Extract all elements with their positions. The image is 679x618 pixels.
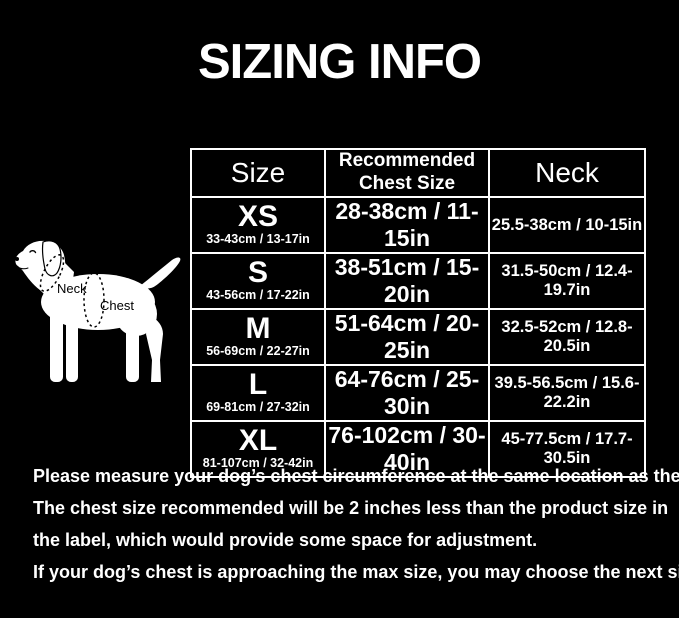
table-row-xl: XL 81-107cm / 32-42in 76-102cm / 30-40in… (190, 420, 646, 478)
page-title: SIZING INFO (198, 35, 482, 89)
table-row-m: M 56-69cm / 22-27in 51-64cm / 20-25in 32… (190, 308, 646, 366)
chest-cell: 51-64cm / 20-25in (324, 308, 490, 366)
note-line-3: the label, which would provide some spac… (33, 530, 538, 550)
chest-cell: 28-38cm / 11-15in (324, 196, 490, 254)
size-cell: XS 33-43cm / 13-17in (190, 196, 326, 254)
size-cell: S 43-56cm / 17-22in (190, 252, 326, 310)
note-line-1: Please measure your dog’s chest circumfe… (33, 466, 679, 486)
size-label: M (245, 312, 271, 346)
size-label: L (248, 368, 268, 402)
neck-cell: 32.5-52cm / 12.8-20.5in (488, 308, 646, 366)
size-sublabel: 56-69cm / 22-27in (206, 343, 310, 358)
size-label: S (247, 256, 268, 290)
header-neck: Neck (488, 148, 646, 198)
size-label: XL (238, 424, 278, 458)
size-sublabel: 33-43cm / 13-17in (206, 231, 310, 246)
dog-measurement-diagram: Neck Chest (0, 230, 190, 390)
header-chest-line1: Recommended (338, 150, 476, 172)
table-row-l: L 69-81cm / 27-32in 64-76cm / 25-30in 39… (190, 364, 646, 422)
size-cell: M 56-69cm / 22-27in (190, 308, 326, 366)
size-cell: XL 81-107cm / 32-42in (190, 420, 326, 478)
size-sublabel: 69-81cm / 27-32in (206, 399, 310, 414)
chest-cell: 64-76cm / 25-30in (324, 364, 490, 422)
table-row-s: S 43-56cm / 17-22in 38-51cm / 15-20in 31… (190, 252, 646, 310)
header-chest-line2: Chest Size (358, 173, 456, 194)
table-row-xs: XS 33-43cm / 13-17in 28-38cm / 11-15in 2… (190, 196, 646, 254)
dog-icon: Neck Chest (15, 240, 181, 382)
header-chest: Recommended Chest Size (324, 148, 490, 198)
measurement-notes: Please measure your dog’s chest circumfe… (33, 460, 679, 588)
note-line-4: If your dog’s chest is approaching the m… (33, 562, 679, 582)
note-line-2: The chest size recommended will be 2 inc… (33, 498, 669, 518)
neck-cell: 45-77.5cm / 17.7-30.5in (488, 420, 646, 478)
sizing-table: Size Recommended Chest Size Neck XS 33-4… (190, 148, 646, 478)
chest-line-label: Chest (100, 298, 134, 313)
size-sublabel: 81-107cm / 32-42in (202, 455, 314, 470)
size-sublabel: 43-56cm / 17-22in (206, 287, 310, 302)
table-header-row: Size Recommended Chest Size Neck (190, 148, 646, 198)
chest-cell: 38-51cm / 15-20in (324, 252, 490, 310)
header-size: Size (190, 148, 326, 198)
size-label: XS (237, 200, 279, 234)
neck-cell: 31.5-50cm / 12.4-19.7in (488, 252, 646, 310)
chest-cell: 76-102cm / 30-40in (324, 420, 490, 478)
size-cell: L 69-81cm / 27-32in (190, 364, 326, 422)
neck-cell: 25.5-38cm / 10-15in (488, 196, 646, 254)
neck-cell: 39.5-56.5cm / 15.6-22.2in (488, 364, 646, 422)
neck-line-label: Neck (57, 281, 87, 296)
